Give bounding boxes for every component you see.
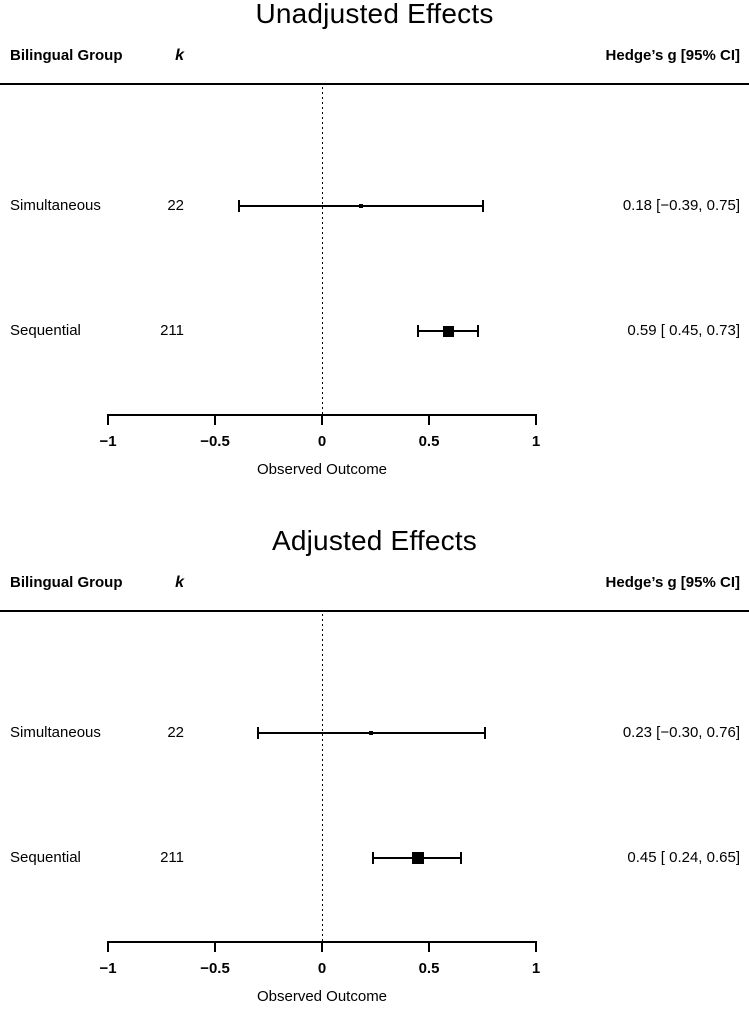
axis-tick: [321, 414, 323, 425]
point-marker: [369, 731, 374, 735]
column-header-effect: Hedge’s g [95% CI]: [605, 47, 740, 64]
axis-tick: [535, 941, 537, 952]
point-marker: [442, 325, 454, 337]
point-marker: [412, 852, 425, 864]
axis-tick: [107, 941, 109, 952]
ci-cap-left: [256, 727, 259, 739]
ci-group: [0, 724, 749, 742]
k-value: 22: [167, 724, 184, 741]
zero-line: [321, 87, 323, 414]
table-row: Simultaneous 22 0.18 [−0.39, 0.75]: [0, 197, 749, 215]
header-separator: [0, 610, 749, 612]
ci-cap-left: [417, 325, 420, 337]
axis-tick: [535, 414, 537, 425]
axis-tick: [321, 941, 323, 952]
column-header-group: Bilingual Group: [10, 574, 123, 591]
effect-annotation: 0.59 [ 0.45, 0.73]: [627, 322, 740, 339]
axis-tick-label: 0.5: [418, 960, 440, 977]
chart-title: Adjusted Effects: [271, 525, 478, 556]
effect-annotation: 0.45 [ 0.24, 0.65]: [627, 849, 740, 866]
axis-tick: [107, 414, 109, 425]
ci-cap-left: [372, 852, 375, 864]
zero-line: [321, 614, 323, 941]
row-label: Sequential: [10, 849, 81, 866]
row-label: Simultaneous: [10, 724, 101, 741]
axis-tick-label: −1: [99, 960, 117, 977]
row-label: Sequential: [10, 322, 81, 339]
column-header-group: Bilingual Group: [10, 47, 123, 64]
x-axis-label: Observed Outcome: [256, 988, 388, 1005]
k-value: 211: [160, 849, 184, 866]
table-row: Sequential 211 0.59 [ 0.45, 0.73]: [0, 322, 749, 340]
column-header-k: k: [175, 47, 184, 64]
ci-cap-left: [237, 200, 240, 212]
k-value: 211: [160, 322, 184, 339]
ci-cap-right: [477, 325, 480, 337]
column-header-k: k: [175, 574, 184, 591]
axis-tick-label: 0.5: [418, 433, 440, 450]
table-row: Sequential 211 0.45 [ 0.24, 0.65]: [0, 849, 749, 867]
axis-tick-label: −1: [99, 433, 117, 450]
column-header-effect: Hedge’s g [95% CI]: [605, 574, 740, 591]
forest-panel-adjusted: Adjusted Effects Bilingual Group k Hedge…: [0, 525, 749, 1009]
effect-annotation: 0.23 [−0.30, 0.76]: [622, 724, 740, 741]
row-label: Simultaneous: [10, 197, 101, 214]
ci-cap-right: [481, 200, 484, 212]
forest-panel-unadjusted: Unadjusted Effects Bilingual Group k Hed…: [0, 0, 749, 478]
axis-tick: [428, 941, 430, 952]
effect-annotation: 0.18 [−0.39, 0.75]: [622, 197, 740, 214]
ci-group: [0, 197, 749, 215]
axis-tick: [214, 414, 216, 425]
ci-cap-right: [460, 852, 463, 864]
ci-group: [0, 322, 749, 340]
x-axis-label: Observed Outcome: [256, 461, 388, 478]
axis-tick-label: −0.5: [200, 960, 230, 977]
axis-tick-label: −0.5: [200, 433, 230, 450]
header-separator: [0, 83, 749, 85]
axis-tick-label: 1: [531, 433, 541, 450]
axis-tick-label: 0: [317, 960, 327, 977]
chart-title: Unadjusted Effects: [255, 0, 494, 29]
axis-tick: [214, 941, 216, 952]
ci-cap-right: [483, 727, 486, 739]
axis-tick-label: 1: [531, 960, 541, 977]
axis-tick: [428, 414, 430, 425]
point-marker: [358, 204, 363, 208]
axis-tick-label: 0: [317, 433, 327, 450]
table-row: Simultaneous 22 0.23 [−0.30, 0.76]: [0, 724, 749, 742]
k-value: 22: [167, 197, 184, 214]
ci-group: [0, 849, 749, 867]
